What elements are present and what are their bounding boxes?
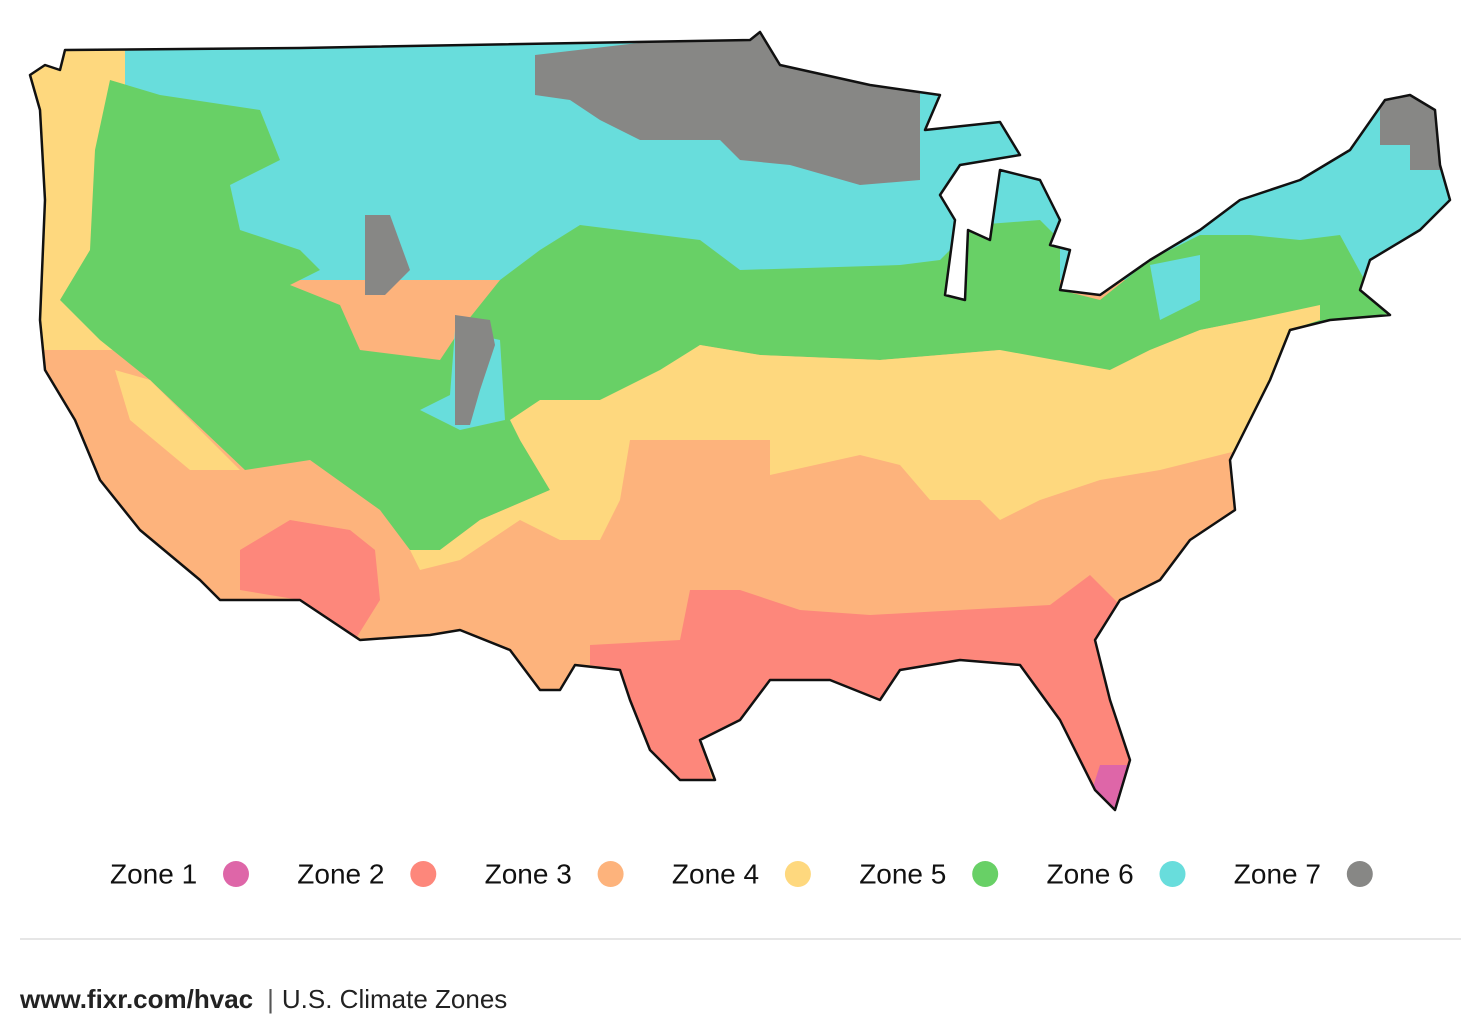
legend-swatch xyxy=(597,861,624,887)
legend-swatch xyxy=(972,861,999,887)
legend-label: Zone 1 xyxy=(110,858,197,889)
legend: Zone 1 Zone 2 Zone 3 Zone 4 Zone 5 Zone 6 Zone… xyxy=(110,858,1373,889)
zone-region xyxy=(240,520,380,640)
legend-swatch xyxy=(1346,861,1373,887)
separator: | xyxy=(267,984,274,1014)
legend-swatch xyxy=(223,861,249,887)
footer: www.fixr.com/hvac | U.S. Climate Zones xyxy=(20,984,507,1015)
zone-region xyxy=(1380,90,1440,170)
zone-region xyxy=(115,370,240,470)
legend-label: Zone 3 xyxy=(485,858,572,889)
caption: U.S. Climate Zones xyxy=(281,984,508,1014)
legend-label: Zone 6 xyxy=(1047,858,1134,889)
legend-label: Zone 5 xyxy=(859,858,946,889)
legend-label: Zone 4 xyxy=(672,858,759,889)
legend-label: Zone 2 xyxy=(297,858,384,889)
legend-label: Zone 7 xyxy=(1234,858,1321,889)
site-url: www.fixr.com/hvac xyxy=(20,984,254,1014)
zone-region xyxy=(410,305,1320,570)
zone-region xyxy=(455,315,495,425)
zone-region xyxy=(365,215,410,295)
zone-region xyxy=(590,575,1140,810)
legend-swatch xyxy=(784,861,811,887)
legend-swatch xyxy=(1159,861,1186,887)
zones xyxy=(30,32,1450,810)
zone-region xyxy=(1150,255,1200,320)
map: Zone 1 Zone 2 Zone 3 Zone 4 Zone 5 Zone 6 Zone… xyxy=(20,30,1461,940)
legend-swatch xyxy=(410,861,437,887)
